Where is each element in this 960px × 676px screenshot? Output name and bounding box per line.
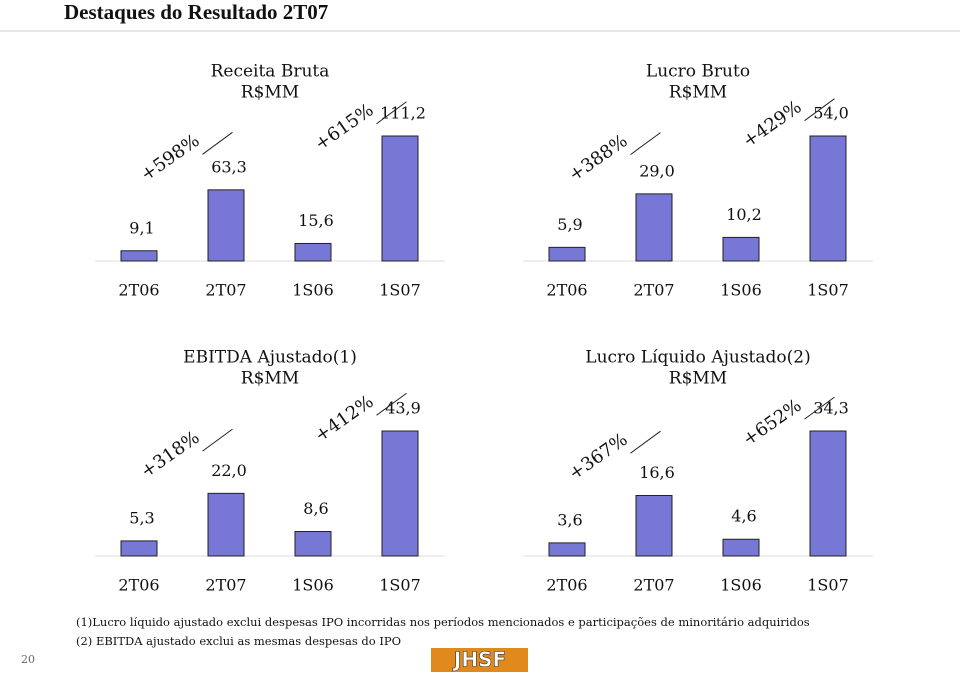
- category-label: 1S06: [720, 281, 762, 300]
- growth-label: +318%: [137, 427, 204, 482]
- value-label: 15,6: [298, 211, 334, 230]
- bar: [635, 193, 673, 262]
- growth-line: [202, 428, 233, 452]
- footnote: (2) EBITDA ajustado exclui as mesmas des…: [76, 634, 401, 648]
- bar: [548, 246, 586, 262]
- value-label: 10,2: [726, 205, 762, 224]
- value-label: 22,0: [211, 461, 247, 480]
- bar: [722, 538, 760, 557]
- growth-line: [376, 101, 407, 125]
- chart-title: Lucro Bruto: [646, 62, 750, 82]
- value-label: 29,0: [639, 161, 675, 180]
- growth-label: +652%: [739, 395, 806, 450]
- category-label: 1S06: [292, 576, 334, 595]
- bar: [207, 189, 245, 262]
- growth-line: [630, 430, 661, 454]
- growth-line: [630, 132, 661, 156]
- bar: [381, 430, 419, 557]
- growth-label: +429%: [739, 97, 806, 152]
- bar: [120, 250, 158, 262]
- category-label: 2T07: [205, 576, 246, 595]
- growth-label: +388%: [565, 131, 632, 186]
- category-label: 2T07: [205, 281, 246, 300]
- category-label: 1S07: [379, 576, 421, 595]
- chart-subtitle: R$MM: [669, 369, 727, 389]
- page-number: 20: [21, 653, 35, 666]
- growth-label: +598%: [137, 130, 204, 185]
- category-label: 2T07: [633, 576, 674, 595]
- value-label: 5,9: [557, 215, 582, 234]
- value-label: 43,9: [385, 399, 421, 418]
- growth-label: +412%: [311, 391, 378, 446]
- bar: [722, 236, 760, 262]
- growth-line: [376, 392, 407, 416]
- growth-line: [804, 396, 835, 420]
- category-label: 2T06: [546, 576, 587, 595]
- bar: [207, 492, 245, 557]
- bar: [294, 531, 332, 557]
- category-label: 2T06: [546, 281, 587, 300]
- growth-line: [804, 98, 835, 122]
- value-label: 4,6: [731, 507, 756, 526]
- category-label: 2T07: [633, 281, 674, 300]
- footnote: (1)Lucro líquido ajustado exclui despesa…: [76, 615, 810, 629]
- chart-subtitle: R$MM: [241, 83, 299, 103]
- bar: [635, 495, 673, 557]
- growth-line: [202, 131, 233, 155]
- bar: [294, 242, 332, 262]
- category-label: 2T06: [118, 576, 159, 595]
- chart-subtitle: R$MM: [241, 369, 299, 389]
- value-label: 9,1: [129, 218, 154, 237]
- category-label: 1S06: [292, 281, 334, 300]
- category-label: 1S06: [720, 576, 762, 595]
- value-label: 3,6: [557, 510, 582, 529]
- category-label: 1S07: [807, 281, 849, 300]
- value-label: 34,3: [813, 399, 849, 418]
- chart-subtitle: R$MM: [669, 83, 727, 103]
- category-label: 1S07: [379, 281, 421, 300]
- bar: [120, 540, 158, 557]
- bar: [809, 135, 847, 262]
- value-label: 63,3: [211, 157, 247, 176]
- slide-title: Destaques do Resultado 2T07: [64, 0, 328, 24]
- category-label: 2T06: [118, 281, 159, 300]
- bar: [381, 135, 419, 262]
- bar: [548, 542, 586, 557]
- chart-title: EBITDA Ajustado(1): [183, 348, 357, 368]
- value-label: 16,6: [639, 463, 675, 482]
- chart-title: Lucro Líquido Ajustado(2): [585, 348, 810, 368]
- value-label: 54,0: [813, 104, 849, 123]
- growth-label: +615%: [311, 100, 378, 155]
- logo-box: [431, 648, 528, 672]
- value-label: 111,2: [380, 104, 426, 123]
- logo: JHSF: [452, 648, 506, 672]
- category-label: 1S07: [807, 576, 849, 595]
- value-label: 5,3: [129, 508, 154, 527]
- value-label: 8,6: [303, 499, 328, 518]
- bar: [809, 430, 847, 557]
- chart-title: Receita Bruta: [211, 62, 330, 82]
- growth-label: +367%: [565, 429, 632, 484]
